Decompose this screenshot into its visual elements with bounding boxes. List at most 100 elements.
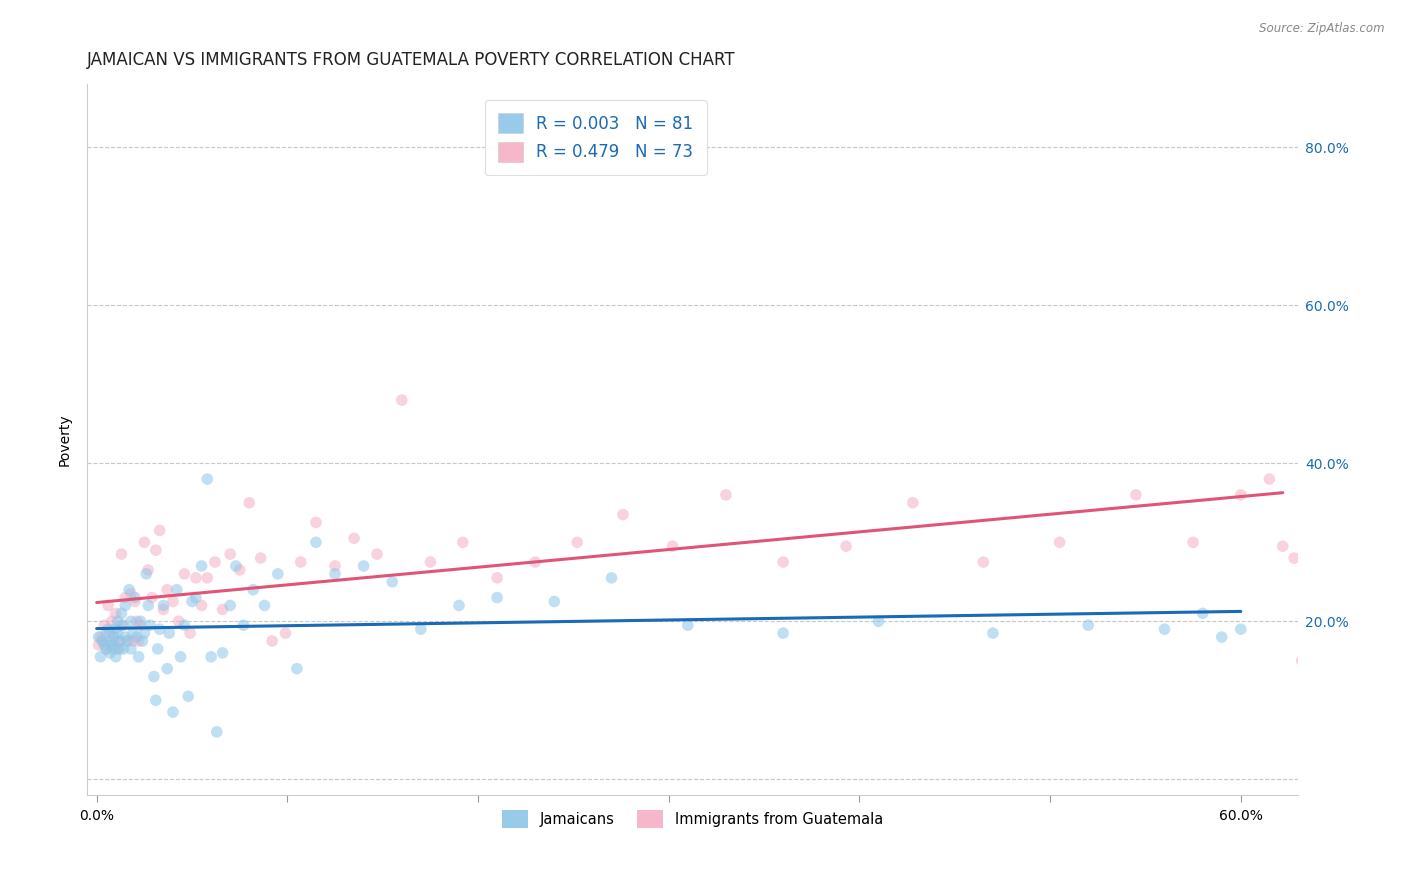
Point bbox=[868, 614, 890, 628]
Point bbox=[169, 649, 191, 664]
Point bbox=[93, 638, 115, 652]
Point bbox=[195, 472, 218, 486]
Point bbox=[173, 618, 195, 632]
Point bbox=[136, 563, 159, 577]
Point bbox=[112, 641, 135, 656]
Point bbox=[114, 599, 136, 613]
Point bbox=[129, 618, 152, 632]
Point bbox=[115, 634, 138, 648]
Point bbox=[107, 626, 129, 640]
Point bbox=[1182, 535, 1205, 549]
Point bbox=[89, 630, 111, 644]
Point bbox=[107, 614, 129, 628]
Point bbox=[600, 571, 623, 585]
Point bbox=[353, 558, 375, 573]
Point bbox=[228, 563, 250, 577]
Point bbox=[125, 614, 148, 628]
Point bbox=[93, 618, 115, 632]
Point bbox=[1125, 488, 1147, 502]
Point bbox=[129, 614, 152, 628]
Point bbox=[98, 646, 121, 660]
Point bbox=[152, 602, 174, 616]
Point bbox=[97, 599, 120, 613]
Point bbox=[1271, 539, 1294, 553]
Point bbox=[120, 586, 142, 600]
Point bbox=[141, 591, 163, 605]
Point bbox=[205, 724, 228, 739]
Point bbox=[103, 641, 125, 656]
Y-axis label: Poverty: Poverty bbox=[58, 413, 72, 466]
Point bbox=[200, 649, 222, 664]
Point bbox=[612, 508, 634, 522]
Point bbox=[146, 641, 169, 656]
Point bbox=[267, 566, 290, 581]
Point bbox=[1306, 511, 1329, 525]
Point bbox=[131, 634, 153, 648]
Point bbox=[714, 488, 737, 502]
Point bbox=[107, 641, 129, 656]
Point bbox=[135, 566, 157, 581]
Point bbox=[391, 393, 413, 408]
Point bbox=[115, 634, 138, 648]
Point bbox=[981, 626, 1004, 640]
Point bbox=[219, 547, 242, 561]
Point bbox=[134, 535, 156, 549]
Point bbox=[249, 551, 271, 566]
Point bbox=[204, 555, 226, 569]
Point bbox=[676, 618, 699, 632]
Point bbox=[1211, 630, 1233, 644]
Point bbox=[486, 591, 509, 605]
Point bbox=[110, 547, 132, 561]
Point bbox=[543, 594, 565, 608]
Point bbox=[96, 626, 118, 640]
Point bbox=[98, 634, 121, 648]
Point bbox=[97, 622, 120, 636]
Point bbox=[211, 646, 233, 660]
Point bbox=[91, 634, 114, 648]
Point bbox=[149, 524, 172, 538]
Point bbox=[262, 634, 284, 648]
Point bbox=[772, 555, 794, 569]
Point bbox=[181, 594, 204, 608]
Point bbox=[1153, 622, 1175, 636]
Point bbox=[103, 634, 125, 648]
Point bbox=[142, 669, 165, 683]
Point bbox=[128, 634, 150, 648]
Point bbox=[225, 558, 247, 573]
Point bbox=[104, 649, 127, 664]
Point bbox=[114, 591, 136, 605]
Point bbox=[120, 614, 142, 628]
Point bbox=[134, 626, 156, 640]
Point bbox=[1049, 535, 1071, 549]
Point bbox=[103, 630, 125, 644]
Point bbox=[1291, 654, 1313, 668]
Point bbox=[1230, 488, 1253, 502]
Point bbox=[567, 535, 589, 549]
Point bbox=[232, 618, 254, 632]
Point bbox=[128, 649, 150, 664]
Point bbox=[901, 496, 924, 510]
Point bbox=[184, 591, 207, 605]
Point bbox=[177, 690, 200, 704]
Point bbox=[156, 662, 179, 676]
Point bbox=[110, 618, 132, 632]
Point bbox=[91, 634, 114, 648]
Point bbox=[184, 571, 207, 585]
Point bbox=[772, 626, 794, 640]
Point bbox=[190, 558, 212, 573]
Point bbox=[285, 662, 308, 676]
Point bbox=[195, 571, 218, 585]
Point bbox=[87, 638, 110, 652]
Text: Source: ZipAtlas.com: Source: ZipAtlas.com bbox=[1260, 22, 1385, 36]
Point bbox=[419, 555, 441, 569]
Point bbox=[305, 535, 328, 549]
Point bbox=[145, 543, 167, 558]
Point bbox=[157, 626, 180, 640]
Point bbox=[108, 634, 131, 648]
Point bbox=[343, 532, 366, 546]
Point bbox=[1077, 618, 1099, 632]
Point bbox=[305, 516, 328, 530]
Point bbox=[149, 622, 172, 636]
Point bbox=[451, 535, 474, 549]
Point bbox=[179, 626, 201, 640]
